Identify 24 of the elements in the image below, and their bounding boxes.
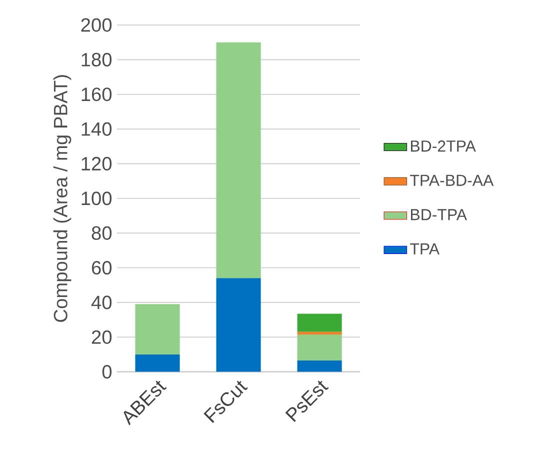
y-tick-label: 80 [92,226,112,240]
bar [297,332,342,335]
y-tick-label: 20 [92,330,112,344]
legend-label: BD-TPA [411,209,468,220]
y-tick-label: 100 [82,192,112,206]
y-tick-label: 200 [81,18,112,32]
y-tick-label: 40 [91,296,112,310]
legend-label: BD-2TPA [411,140,476,152]
bar [297,360,342,372]
y-tick-label: 120 [82,156,112,171]
y-tick-label: 60 [92,261,112,275]
bar [297,314,342,332]
legend-label: TPA [410,243,440,254]
y-tick-label: 0 [102,365,112,379]
bar [297,334,342,361]
y-axis-title: Compound (Area / mg PBAT) [53,75,72,322]
bar [216,278,261,372]
y-tick-label: 140 [82,122,112,136]
y-tick-label: 180 [82,52,112,66]
bar [135,354,180,372]
bar [216,42,261,278]
bar [135,304,180,354]
legend-label: TPA-BD-AA [410,174,494,186]
y-tick-label: 160 [82,88,112,102]
